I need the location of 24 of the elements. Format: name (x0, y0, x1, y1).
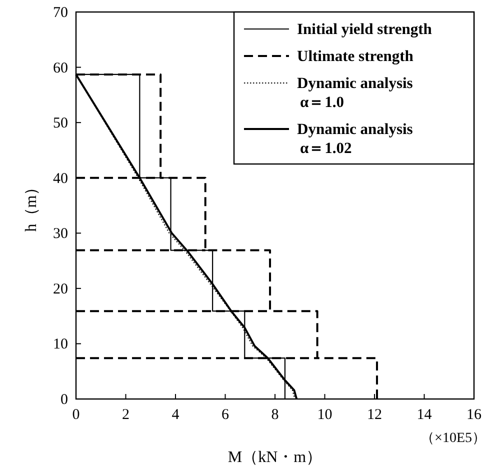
x-axis-title: M（kN・m） (228, 449, 322, 466)
y-tick-label: 0 (60, 392, 68, 408)
x-tick-label: 2 (122, 407, 130, 423)
y-tick-label: 30 (53, 226, 68, 242)
legend-label: Dynamic analysis α＝1.0 (297, 75, 413, 111)
y-tick-label: 70 (53, 5, 68, 21)
legend-label: Ultimate strength (297, 48, 414, 65)
y-tick-label: 20 (53, 281, 68, 298)
x-tick-label: 16 (466, 407, 482, 423)
x-tick-label: 10 (317, 407, 332, 423)
x-tick-label: 8 (271, 407, 279, 423)
x-tick-label: 12 (367, 407, 382, 423)
x-tick-label: 0 (72, 407, 80, 423)
x-tick-label: 6 (222, 407, 230, 423)
y-tick-label: 60 (53, 60, 68, 76)
text: （×10E5） (420, 431, 486, 446)
y-axis-title: h（m） (23, 179, 40, 232)
y-tick-label: 40 (53, 170, 68, 187)
y-tick-label: 50 (53, 116, 68, 132)
legend-label: Initial yield strength (297, 21, 432, 38)
x-tick-label: 14 (416, 407, 432, 423)
y-tick-label: 10 (53, 336, 68, 353)
legend-label: Dynamic analysis α＝1.02 (297, 121, 413, 157)
x-tick-label: 4 (172, 407, 180, 423)
